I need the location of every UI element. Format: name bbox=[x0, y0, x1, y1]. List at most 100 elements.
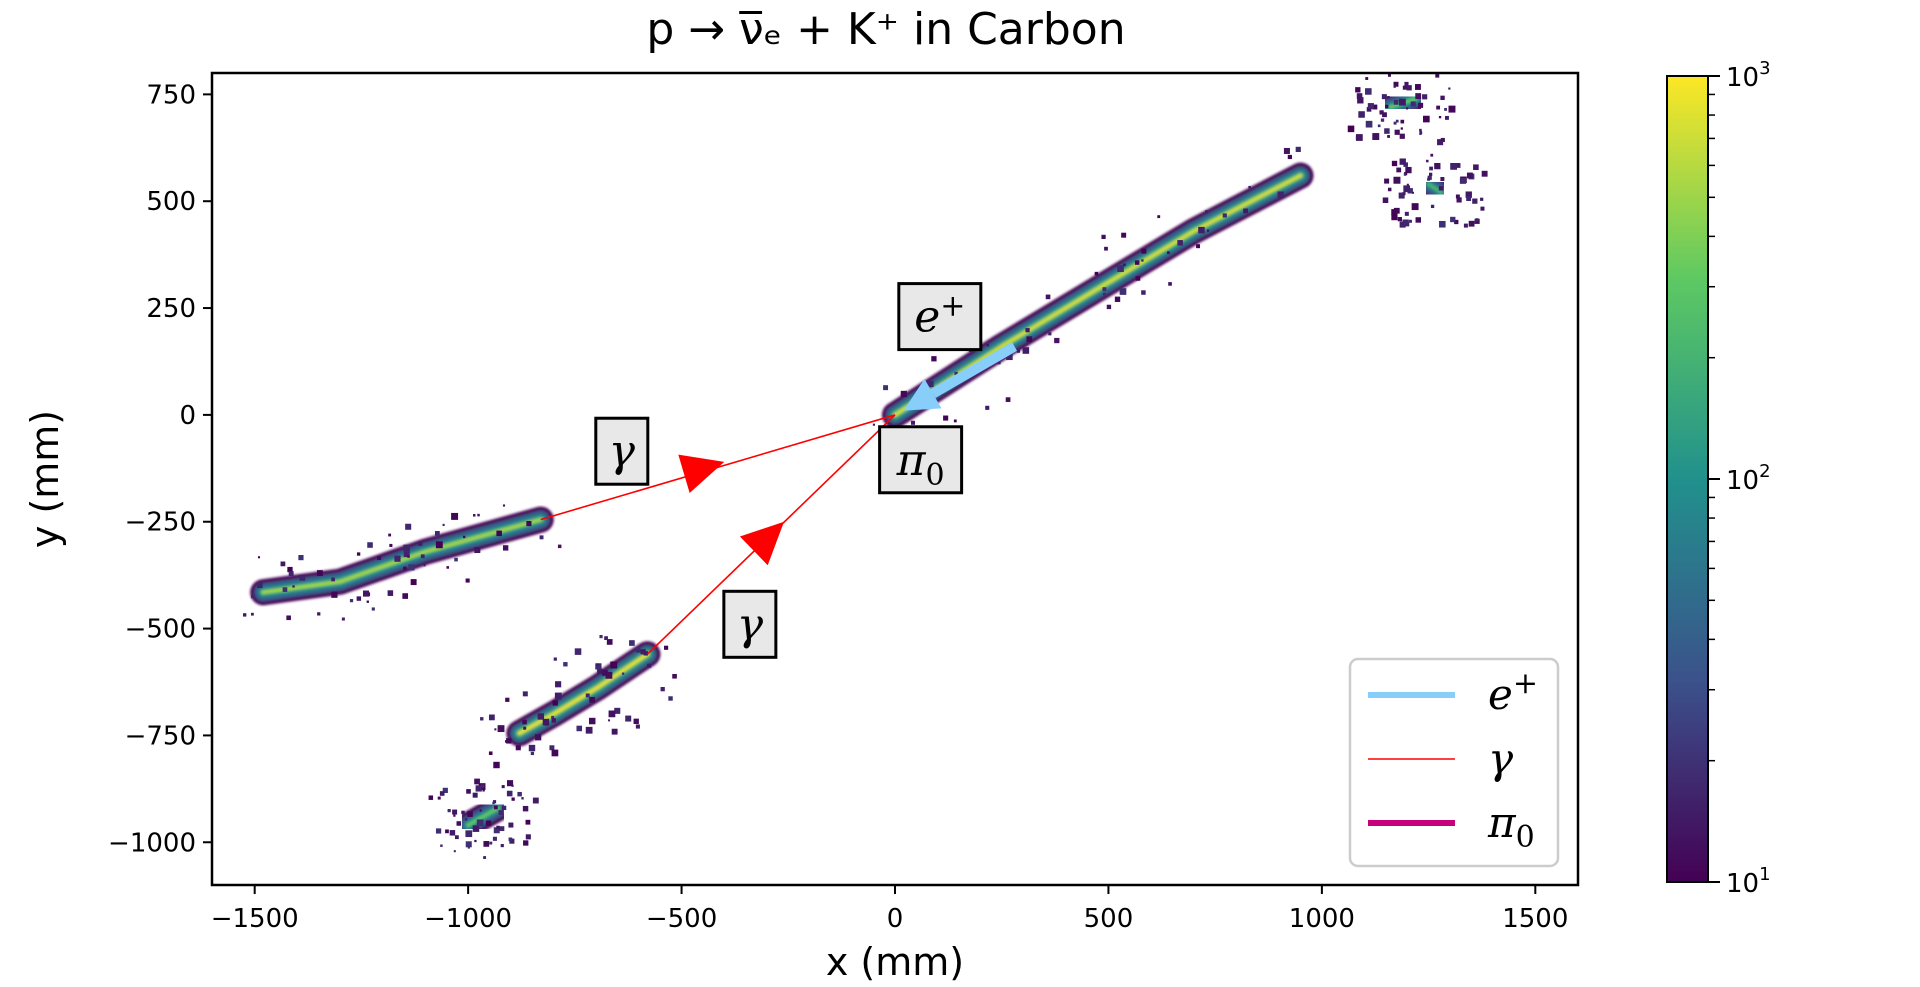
hit-speckle bbox=[1135, 276, 1141, 281]
hit-speckle bbox=[647, 663, 652, 668]
hit-speckle bbox=[1423, 115, 1430, 123]
hit-speckle bbox=[453, 814, 456, 817]
hit-speckle bbox=[1372, 133, 1380, 140]
hit-speckle bbox=[1393, 99, 1399, 105]
hit-speckle bbox=[672, 673, 677, 679]
hit-speckle bbox=[447, 808, 451, 813]
hit-speckle bbox=[480, 784, 485, 788]
hit-speckle bbox=[1355, 87, 1361, 93]
hit-speckle bbox=[316, 570, 323, 576]
hit-speckle bbox=[1387, 187, 1392, 192]
annotation-frame bbox=[878, 425, 964, 495]
gamma-arrow-head bbox=[678, 454, 725, 493]
hit-speckle bbox=[1365, 88, 1372, 95]
hit-speckle bbox=[553, 657, 557, 661]
hit-speckle bbox=[551, 715, 555, 719]
hit-speckle bbox=[1411, 203, 1419, 211]
hit-speckle bbox=[1372, 104, 1378, 110]
hit-speckle bbox=[539, 535, 544, 540]
hit-speckle bbox=[489, 841, 493, 845]
hit-speckle bbox=[388, 533, 392, 537]
hit-speckle bbox=[953, 419, 957, 423]
annotation-layer: e+ γ π0 γ bbox=[594, 282, 983, 659]
hit-speckle bbox=[1430, 153, 1434, 157]
hit-speckle bbox=[1397, 217, 1402, 222]
hit-speckle bbox=[1123, 263, 1126, 267]
hit-speckle bbox=[588, 717, 596, 725]
hit-speckle bbox=[643, 651, 648, 656]
hit-speckle bbox=[522, 691, 528, 697]
hit-speckle bbox=[522, 805, 529, 812]
blob-bottom bbox=[455, 795, 511, 839]
hit-speckle bbox=[1445, 115, 1449, 120]
hit-speckle bbox=[1419, 128, 1422, 132]
hit-speckle bbox=[640, 649, 646, 655]
hit-speckle bbox=[633, 718, 639, 724]
hit-speckle bbox=[494, 728, 497, 731]
hit-speckle bbox=[595, 663, 602, 670]
hit-speckle bbox=[1355, 134, 1363, 141]
hit-speckle bbox=[356, 596, 362, 601]
hit-speckle bbox=[585, 693, 590, 698]
hit-speckle bbox=[1198, 226, 1205, 234]
hit-speckle bbox=[1396, 167, 1402, 173]
hit-speckle bbox=[1465, 191, 1472, 198]
hit-speckle bbox=[525, 819, 531, 825]
hit-speckle bbox=[500, 843, 504, 848]
hit-speckle bbox=[1463, 223, 1468, 228]
hit-speckle bbox=[1045, 294, 1051, 300]
hit-speckle bbox=[555, 681, 562, 688]
hit-speckle bbox=[442, 523, 445, 527]
hit-speckle bbox=[608, 710, 616, 718]
hit-speckle bbox=[1103, 292, 1106, 296]
hit-speckle bbox=[986, 343, 989, 347]
hit-speckle bbox=[610, 661, 618, 669]
hit-speckle bbox=[435, 828, 442, 834]
hit-speckle bbox=[552, 700, 558, 706]
hit-speckle bbox=[1440, 95, 1445, 101]
hit-speckle bbox=[1405, 166, 1412, 174]
hit-speckle bbox=[1429, 166, 1433, 171]
y-tick-label: 0 bbox=[179, 401, 196, 431]
hit-speckle bbox=[1022, 347, 1030, 354]
hit-speckle bbox=[479, 809, 482, 812]
hit-speckle bbox=[1456, 197, 1462, 203]
hit-speckle bbox=[1438, 186, 1444, 191]
hit-speckle bbox=[1382, 112, 1387, 118]
x-tick-label: −500 bbox=[646, 904, 717, 934]
hit-speckle bbox=[1475, 218, 1479, 222]
hit-speckle bbox=[1393, 176, 1401, 184]
y-tick-label: −250 bbox=[125, 508, 196, 538]
hit-speckle bbox=[371, 607, 375, 611]
hit-speckle bbox=[434, 531, 440, 536]
hit-speckle bbox=[407, 555, 410, 558]
hit-speckle bbox=[625, 715, 632, 722]
hit-speckle bbox=[501, 805, 507, 811]
hit-speckle bbox=[523, 840, 529, 846]
colorbar-gradient bbox=[1666, 75, 1709, 883]
hit-speckle bbox=[1404, 81, 1409, 86]
hit-speckle bbox=[931, 356, 937, 362]
hit-speckle bbox=[1434, 162, 1441, 170]
hit-speckle bbox=[1393, 121, 1397, 125]
hit-speckle bbox=[1366, 107, 1372, 112]
hit-speckle bbox=[506, 790, 513, 797]
hit-speckle bbox=[472, 792, 478, 798]
hit-speckle bbox=[1119, 288, 1127, 295]
hit-speckle bbox=[403, 566, 407, 571]
y-axis: 750 500 250 0 −250 −500 −750 −1000 bbox=[108, 80, 212, 858]
hit-speckle bbox=[456, 821, 462, 826]
hit-speckle bbox=[596, 663, 600, 667]
hit-speckle bbox=[1402, 85, 1407, 90]
hit-speckle bbox=[1394, 129, 1400, 135]
hit-speckle bbox=[482, 789, 485, 792]
hit-speckle bbox=[492, 836, 497, 841]
annotation-frame bbox=[897, 282, 983, 352]
annotation-frame bbox=[594, 416, 650, 486]
hit-speckle bbox=[1054, 337, 1060, 344]
hit-speckle bbox=[1450, 162, 1458, 170]
hit-speckle bbox=[1367, 103, 1374, 110]
annotation-box: e+ bbox=[897, 282, 983, 352]
hit-speckle bbox=[1384, 128, 1390, 134]
hit-speckle bbox=[1419, 131, 1423, 135]
